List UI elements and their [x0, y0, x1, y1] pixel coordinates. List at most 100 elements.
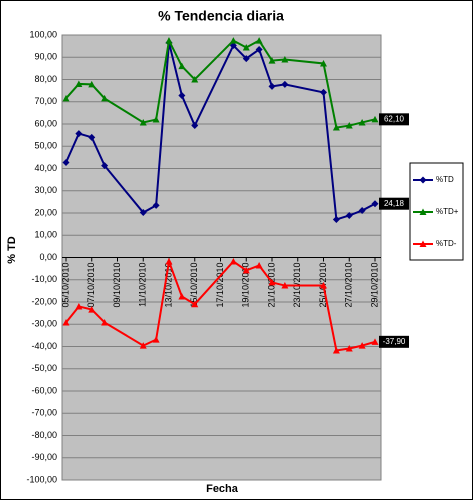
point: [62, 94, 70, 102]
point: [178, 292, 186, 300]
point: [281, 80, 289, 88]
point: [165, 37, 173, 44]
point: [371, 338, 379, 345]
point: [88, 306, 96, 313]
chart-title: % Tendencia diaria: [158, 8, 284, 24]
x-tick-label: 27/10/2010: [344, 263, 354, 308]
x-axis-title: Fecha: [206, 483, 239, 495]
y-tick-label: -90,00: [31, 452, 57, 462]
x-tick-label: 05/10/2010: [60, 263, 70, 308]
y-tick-label: -70,00: [31, 408, 57, 418]
y-tick-label: 70,00: [34, 96, 57, 106]
point: [139, 118, 147, 126]
point: [152, 201, 160, 209]
point: [320, 282, 327, 289]
point: [191, 300, 199, 308]
x-tick-label: 07/10/2010: [86, 263, 96, 308]
point: [255, 45, 263, 53]
y-tick-label: -50,00: [31, 363, 57, 373]
point: [242, 266, 250, 274]
point: [358, 207, 366, 215]
point: [101, 318, 109, 326]
point: [320, 88, 327, 96]
x-tick-label: 29/10/2010: [369, 263, 379, 308]
point: [345, 345, 353, 352]
point: [139, 342, 147, 349]
y-tick-label: -60,00: [31, 385, 57, 395]
point: [62, 318, 70, 326]
x-tick-label: 15/10/2010: [189, 263, 199, 308]
legend-marker: [419, 208, 427, 215]
point: [101, 94, 109, 102]
value-label-box: [379, 335, 409, 348]
point: [281, 282, 289, 289]
point: [139, 209, 147, 217]
point: [242, 43, 250, 51]
point: [332, 124, 340, 131]
y-tick-label: -100,00: [26, 474, 57, 484]
x-tick-label: 09/10/2010: [112, 263, 122, 308]
legend-label: %TD-: [436, 239, 457, 248]
y-tick-label: -30,00: [31, 319, 57, 329]
y-tick-label: 80,00: [34, 74, 57, 84]
y-tick-label: 40,00: [34, 163, 57, 173]
point: [281, 55, 289, 63]
y-tick-label: 10,00: [34, 230, 57, 240]
point: [88, 80, 96, 88]
y-tick-label: -20,00: [31, 296, 57, 306]
point: [332, 215, 340, 223]
point: [165, 258, 173, 265]
y-tick-label: -40,00: [31, 341, 57, 351]
x-tick-label: 19/10/2010: [241, 263, 251, 308]
x-tick-label: 11/10/2010: [138, 263, 148, 307]
legend-marker: [419, 240, 427, 247]
value-label: 62,10: [384, 114, 405, 123]
point: [191, 76, 199, 83]
point: [268, 278, 276, 286]
point: [75, 130, 83, 138]
point: [178, 62, 186, 70]
point: [345, 211, 353, 219]
x-tick-label: 13/10/2010: [163, 263, 173, 308]
y-tick-label: 20,00: [34, 207, 57, 217]
y-tick-label: 60,00: [34, 118, 57, 128]
value-label-box: [379, 197, 409, 210]
legend-marker: [419, 176, 427, 184]
point: [255, 37, 263, 44]
point: [320, 59, 327, 67]
y-tick-label: -10,00: [31, 274, 57, 284]
point: [229, 258, 237, 265]
point: [191, 122, 199, 130]
legend-label: %TD: [436, 175, 454, 184]
point: [242, 55, 250, 63]
point: [152, 116, 160, 123]
point: [75, 80, 83, 87]
point: [358, 118, 366, 126]
point: [358, 342, 366, 349]
point: [101, 162, 109, 170]
point: [229, 37, 237, 44]
value-label: 24,18: [384, 199, 405, 208]
point: [178, 92, 186, 100]
x-tick-label: 17/10/2010: [215, 263, 225, 308]
legend-label: %TD+: [436, 207, 459, 216]
y-tick-label: 0,00: [39, 252, 57, 262]
point: [75, 302, 83, 310]
y-tick-label: 50,00: [34, 141, 57, 151]
point: [62, 158, 70, 166]
point: [88, 133, 96, 141]
point: [371, 200, 379, 208]
point: [268, 82, 276, 90]
value-label-box: [379, 113, 409, 126]
y-tick-label: -80,00: [31, 430, 57, 440]
y-tick-label: 90,00: [34, 52, 57, 62]
point: [345, 122, 353, 129]
point: [332, 347, 340, 354]
point: [255, 262, 263, 269]
point: [371, 115, 379, 123]
point: [268, 57, 276, 64]
point: [152, 336, 160, 343]
y-tick-label: 100,00: [29, 29, 57, 39]
y-tick-label: 30,00: [34, 185, 57, 195]
